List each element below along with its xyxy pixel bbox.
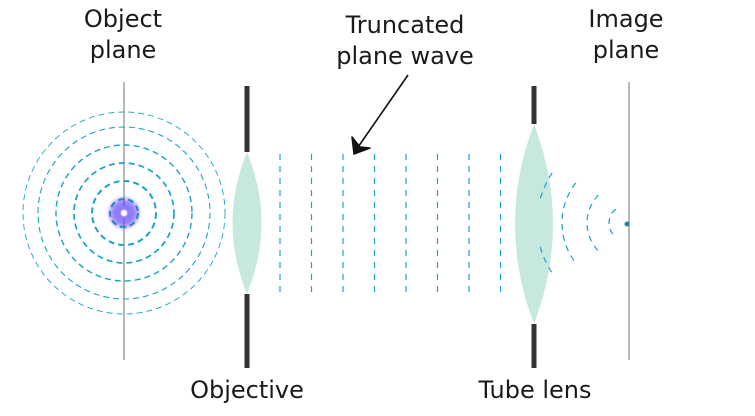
spherical-wavefront	[22, 111, 226, 315]
object-plane-label: Object plane	[63, 4, 183, 66]
converging-wavefront	[608, 208, 617, 238]
object-plane-label-line2: plane	[89, 36, 157, 64]
tube-lens	[515, 124, 553, 324]
spherical-wavefront	[73, 162, 175, 264]
pointer-arrow-shaft	[355, 74, 409, 151]
image-plane-label: Image plane	[566, 4, 686, 66]
truncated-label-line2: plane wave	[336, 42, 474, 70]
spherical-wavefront	[37, 126, 211, 300]
converging-wavefront	[561, 182, 577, 264]
object-plane-label-line1: Object	[83, 5, 163, 33]
truncated-plane-wave-label: Truncated plane wave	[320, 10, 490, 72]
objective-label: Objective	[190, 376, 304, 404]
image-plane-label-line1: Image	[588, 5, 664, 33]
tube-lens-label: Tube lens	[478, 376, 592, 404]
point-source-core	[121, 210, 127, 216]
pointer-arrow-head	[351, 136, 371, 155]
truncated-plane-wave	[279, 154, 502, 296]
truncated-label-line1: Truncated	[345, 11, 465, 39]
spherical-wavefronts	[22, 111, 226, 315]
image-point	[624, 221, 630, 227]
image-plane-label-line2: plane	[592, 36, 660, 64]
objective-lens	[232, 152, 262, 294]
spherical-wavefront	[55, 144, 193, 282]
converging-wavefront	[586, 194, 599, 252]
spherical-wavefront	[91, 180, 157, 246]
converging-wavefronts	[540, 172, 617, 274]
converging-wavefront	[540, 172, 553, 274]
